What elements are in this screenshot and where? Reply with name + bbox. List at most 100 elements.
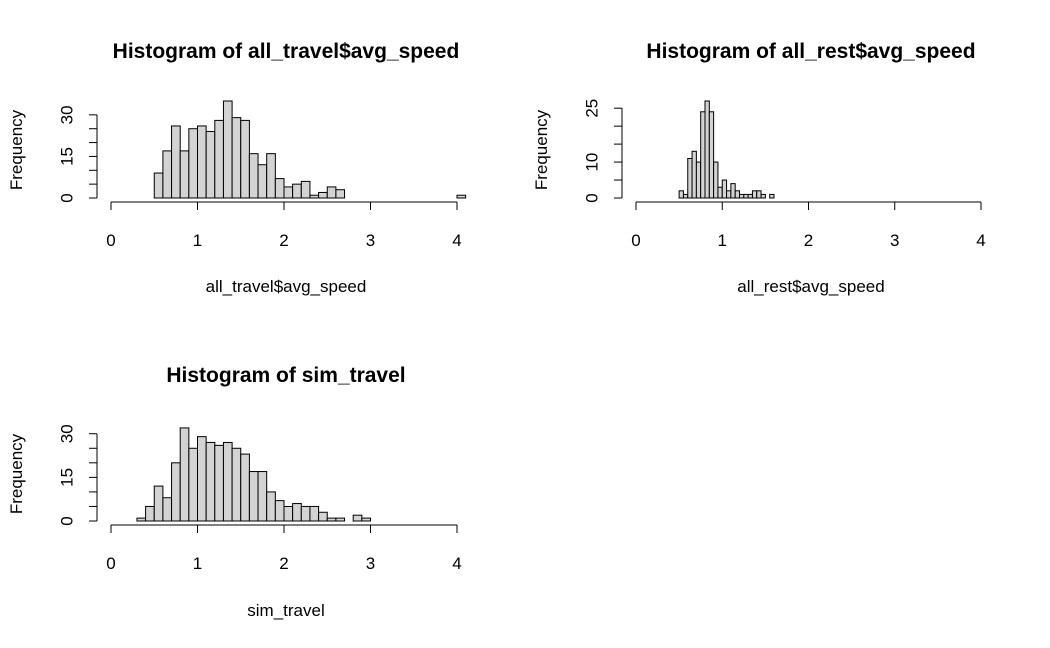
histogram-bar bbox=[240, 453, 250, 522]
histogram-bar bbox=[695, 161, 702, 199]
panel-sim-travel: Histogram of sim_travel sim_travel Frequ… bbox=[7, 364, 462, 620]
histogram-bar bbox=[309, 194, 320, 199]
histogram-bar bbox=[162, 497, 173, 522]
chart-title: Histogram of sim_travel bbox=[166, 364, 405, 387]
histogram-bar bbox=[231, 447, 242, 522]
histogram-bar bbox=[760, 193, 766, 199]
histogram-bar bbox=[214, 444, 224, 522]
x-tick-label: 3 bbox=[366, 231, 375, 250]
histogram-bar bbox=[326, 517, 337, 522]
histogram-bar bbox=[257, 164, 268, 199]
histogram-bar bbox=[318, 511, 328, 522]
histogram-bar bbox=[162, 150, 173, 199]
histogram-bar bbox=[274, 500, 285, 522]
histogram-bar bbox=[687, 157, 693, 199]
histogram-bar bbox=[335, 517, 346, 522]
histogram-bar bbox=[700, 111, 706, 199]
y-tick-label: 30 bbox=[58, 105, 77, 124]
x-tick-label: 1 bbox=[718, 231, 727, 250]
x-axis-label: sim_travel bbox=[247, 601, 324, 620]
histogram-bar bbox=[205, 441, 216, 522]
histogram-bar bbox=[205, 130, 216, 199]
x-axis-label: all_rest$avg_speed bbox=[737, 277, 884, 296]
histogram-bar bbox=[361, 517, 372, 522]
y-axis-label: Frequency bbox=[7, 109, 26, 190]
histogram-bar bbox=[292, 503, 302, 522]
panel-all-travel: Histogram of all_travel$avg_speed all_tr… bbox=[7, 40, 467, 296]
histogram-bar bbox=[352, 514, 363, 522]
histogram-bar bbox=[730, 183, 736, 199]
histogram-bar bbox=[145, 505, 155, 522]
y-tick-label: 30 bbox=[58, 424, 77, 443]
x-tick-label: 2 bbox=[279, 554, 288, 573]
x-tick-label: 0 bbox=[106, 231, 115, 250]
histogram-bar bbox=[708, 111, 715, 199]
histogram-bar bbox=[717, 186, 723, 199]
histogram-bar bbox=[309, 505, 320, 522]
histogram-bar bbox=[214, 119, 224, 199]
x-tick-label: 3 bbox=[890, 231, 899, 250]
x-tick-label: 4 bbox=[452, 554, 461, 573]
histogram-bar bbox=[678, 190, 684, 199]
x-tick-label: 0 bbox=[106, 554, 115, 573]
histogram-bar bbox=[713, 161, 719, 199]
histogram-bar bbox=[756, 190, 762, 199]
histogram-bar bbox=[726, 190, 732, 199]
histogram-bar bbox=[231, 117, 242, 199]
histogram-bar bbox=[326, 186, 337, 199]
histogram-bar bbox=[283, 505, 294, 522]
histogram-bar bbox=[179, 150, 190, 199]
histogram-bar bbox=[266, 491, 276, 522]
x-axis-label: all_travel$avg_speed bbox=[206, 277, 367, 296]
y-axis-label: Frequency bbox=[532, 109, 551, 190]
x-tick-label: 0 bbox=[631, 231, 640, 250]
y-tick-label: 0 bbox=[58, 516, 77, 525]
histogram-bar bbox=[739, 193, 745, 199]
x-tick-label: 2 bbox=[279, 231, 288, 250]
chart-title: Histogram of all_travel$avg_speed bbox=[113, 40, 460, 63]
histogram-bar bbox=[734, 190, 740, 199]
y-tick-label: 25 bbox=[583, 99, 602, 118]
histogram-bar bbox=[300, 505, 311, 522]
y-tick-label: 0 bbox=[58, 193, 77, 202]
histogram-bar bbox=[171, 125, 181, 199]
histogram-bar bbox=[188, 128, 199, 199]
histogram-bar bbox=[136, 517, 147, 522]
histogram-bar bbox=[743, 193, 749, 199]
histogram-bar bbox=[318, 191, 328, 199]
histogram-bar bbox=[222, 100, 233, 199]
histogram-bar bbox=[769, 193, 775, 199]
histogram-bar bbox=[747, 193, 753, 199]
x-tick-label: 1 bbox=[193, 554, 202, 573]
histogram-bar bbox=[691, 150, 697, 199]
histogram-bar bbox=[171, 462, 181, 522]
x-tick-label: 4 bbox=[976, 231, 985, 250]
x-tick-label: 2 bbox=[804, 231, 813, 250]
histogram-bar bbox=[274, 178, 285, 199]
y-axis-label: Frequency bbox=[7, 433, 26, 514]
histogram-bar bbox=[704, 100, 710, 199]
histogram-bar bbox=[179, 427, 190, 522]
histogram-bar bbox=[188, 447, 199, 522]
panel-all-rest: Histogram of all_rest$avg_speed all_rest… bbox=[532, 40, 986, 296]
histogram-bar bbox=[266, 153, 276, 199]
histogram-bar bbox=[721, 179, 728, 199]
y-tick-label: 15 bbox=[58, 468, 77, 487]
histogram-bar bbox=[248, 153, 259, 199]
histogram-bar bbox=[283, 186, 294, 199]
chart-title: Histogram of all_rest$avg_speed bbox=[646, 40, 975, 63]
histogram-bar bbox=[456, 194, 467, 199]
histogram-bar bbox=[240, 119, 250, 199]
histogram-bar bbox=[257, 471, 268, 522]
y-tick-label: 10 bbox=[583, 153, 602, 172]
y-tick-label: 0 bbox=[583, 193, 602, 202]
histogram-bar bbox=[153, 485, 164, 522]
histogram-bar bbox=[682, 193, 689, 199]
histogram-bar bbox=[197, 125, 207, 199]
x-tick-label: 3 bbox=[366, 554, 375, 573]
histogram-bar bbox=[751, 190, 758, 199]
histogram-bar bbox=[153, 172, 164, 199]
x-tick-label: 1 bbox=[193, 231, 202, 250]
x-tick-label: 4 bbox=[452, 231, 461, 250]
